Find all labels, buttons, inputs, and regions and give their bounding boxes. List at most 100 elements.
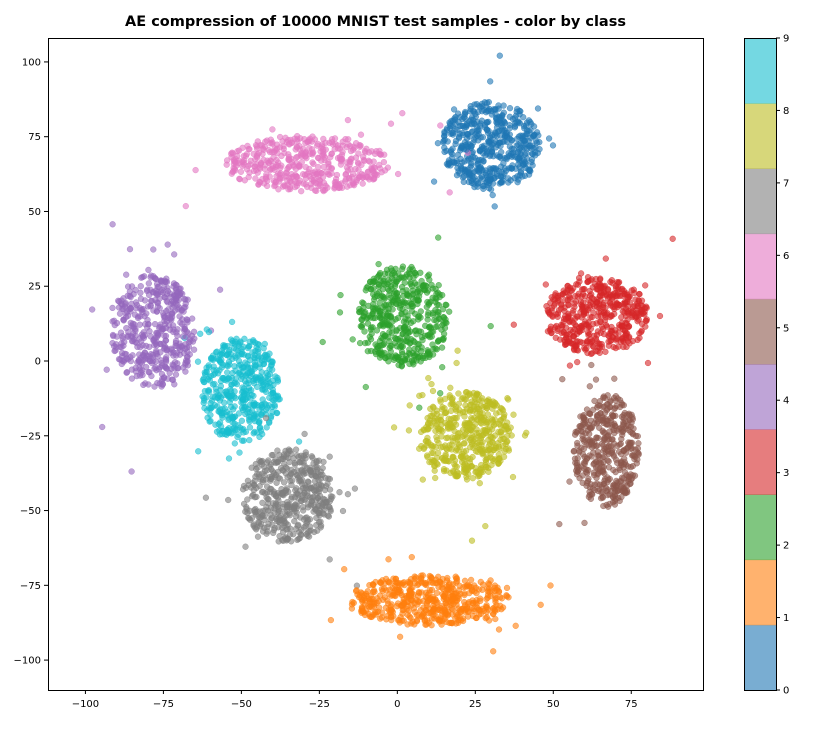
data-point-class-2 <box>387 348 394 355</box>
data-point-class-8 <box>443 435 450 442</box>
data-point-class-4 <box>152 364 159 371</box>
data-point-class-8 <box>478 442 485 449</box>
data-point-class-6 <box>270 154 277 161</box>
data-point-class-6 <box>261 165 268 173</box>
data-point-class-2 <box>392 293 399 300</box>
data-point-class-8 <box>432 474 439 482</box>
data-point-class-0 <box>534 105 542 112</box>
data-point-class-8 <box>435 449 442 457</box>
data-point-class-3 <box>626 340 633 347</box>
data-point-class-4 <box>172 339 180 347</box>
data-point-class-1 <box>449 606 456 613</box>
data-point-class-3 <box>610 294 617 301</box>
data-point-class-2 <box>393 300 400 308</box>
data-point-class-4 <box>150 246 157 253</box>
data-point-class-0 <box>484 129 492 136</box>
data-point-class-8 <box>468 537 476 544</box>
data-point-class-4 <box>123 271 130 278</box>
data-point-class-9 <box>240 425 247 433</box>
data-point-class-3 <box>608 327 615 334</box>
data-point-class-2 <box>409 266 416 273</box>
data-point-class-3 <box>576 278 583 285</box>
data-point-class-7 <box>276 475 284 482</box>
data-point-class-0 <box>505 179 512 186</box>
data-point-class-7 <box>278 517 286 524</box>
data-point-class-5 <box>579 413 586 420</box>
data-point-class-3 <box>563 331 570 338</box>
data-point-class-5 <box>595 487 602 495</box>
data-point-class-4 <box>166 326 174 333</box>
data-point-class-2 <box>377 321 384 329</box>
data-point-class-6 <box>272 182 279 189</box>
data-point-class-9 <box>269 366 276 373</box>
data-point-class-6 <box>267 136 274 143</box>
data-point-class-7 <box>326 556 333 563</box>
data-point-class-8 <box>463 462 471 469</box>
data-point-class-6 <box>241 177 248 184</box>
data-point-class-9 <box>211 394 218 401</box>
data-point-class-4 <box>135 314 142 322</box>
data-point-class-5 <box>593 474 600 482</box>
data-point-class-1 <box>444 574 451 582</box>
data-point-class-2 <box>395 362 402 369</box>
data-point-class-1 <box>395 617 402 624</box>
data-point-class-6 <box>365 157 372 164</box>
data-point-class-1 <box>382 604 390 611</box>
data-point-class-2 <box>439 344 446 351</box>
data-point-class-0 <box>491 203 498 210</box>
data-point-class-1 <box>505 594 512 601</box>
data-point-class-0 <box>486 165 493 172</box>
data-point-class-1 <box>444 595 451 603</box>
data-point-class-8 <box>497 429 504 436</box>
data-point-class-3 <box>642 282 649 289</box>
data-point-class-9 <box>240 399 247 406</box>
data-point-class-4 <box>137 283 144 290</box>
data-point-class-9 <box>219 375 227 382</box>
data-point-class-2 <box>410 274 417 281</box>
data-point-class-6 <box>253 167 260 174</box>
data-point-class-4 <box>172 371 180 378</box>
data-point-class-5 <box>581 519 588 527</box>
data-point-class-6 <box>331 135 339 142</box>
data-point-class-6 <box>384 164 392 171</box>
data-point-class-8 <box>489 401 496 408</box>
data-point-class-8 <box>492 444 499 452</box>
data-point-class-7 <box>326 475 334 483</box>
data-point-class-0 <box>458 144 465 151</box>
data-point-class-3 <box>584 278 592 285</box>
data-point-class-2 <box>415 286 422 293</box>
data-point-class-0 <box>451 115 458 122</box>
data-point-class-1 <box>492 596 499 603</box>
data-point-class-7 <box>252 461 259 468</box>
data-point-class-3 <box>594 328 602 335</box>
data-point-class-8 <box>439 406 446 413</box>
data-point-class-6 <box>239 144 246 151</box>
data-point-class-7 <box>293 446 300 453</box>
data-point-class-7 <box>326 453 333 460</box>
data-point-class-1 <box>415 580 422 587</box>
data-point-class-6 <box>293 143 300 150</box>
data-point-class-2 <box>435 315 443 322</box>
data-point-class-4 <box>179 333 187 340</box>
data-point-class-1 <box>490 648 497 655</box>
data-point-class-8 <box>451 434 458 442</box>
data-point-class-4 <box>124 292 131 299</box>
data-point-class-3 <box>597 312 604 319</box>
data-point-class-1 <box>438 603 445 610</box>
data-point-class-8 <box>431 467 438 474</box>
data-point-class-3 <box>510 321 517 328</box>
data-point-class-0 <box>484 181 491 189</box>
data-point-class-3 <box>643 316 650 323</box>
data-point-class-3 <box>596 340 603 347</box>
data-point-class-8 <box>452 473 459 480</box>
data-point-class-0 <box>467 108 474 115</box>
data-point-class-3 <box>635 297 643 305</box>
data-point-class-8 <box>510 411 517 418</box>
data-point-class-5 <box>599 454 606 461</box>
data-point-class-0 <box>487 78 494 85</box>
data-point-class-5 <box>566 478 573 485</box>
data-point-class-6 <box>282 134 289 141</box>
data-point-class-2 <box>441 314 448 321</box>
data-point-class-7 <box>297 487 304 494</box>
data-point-class-4 <box>157 277 165 284</box>
